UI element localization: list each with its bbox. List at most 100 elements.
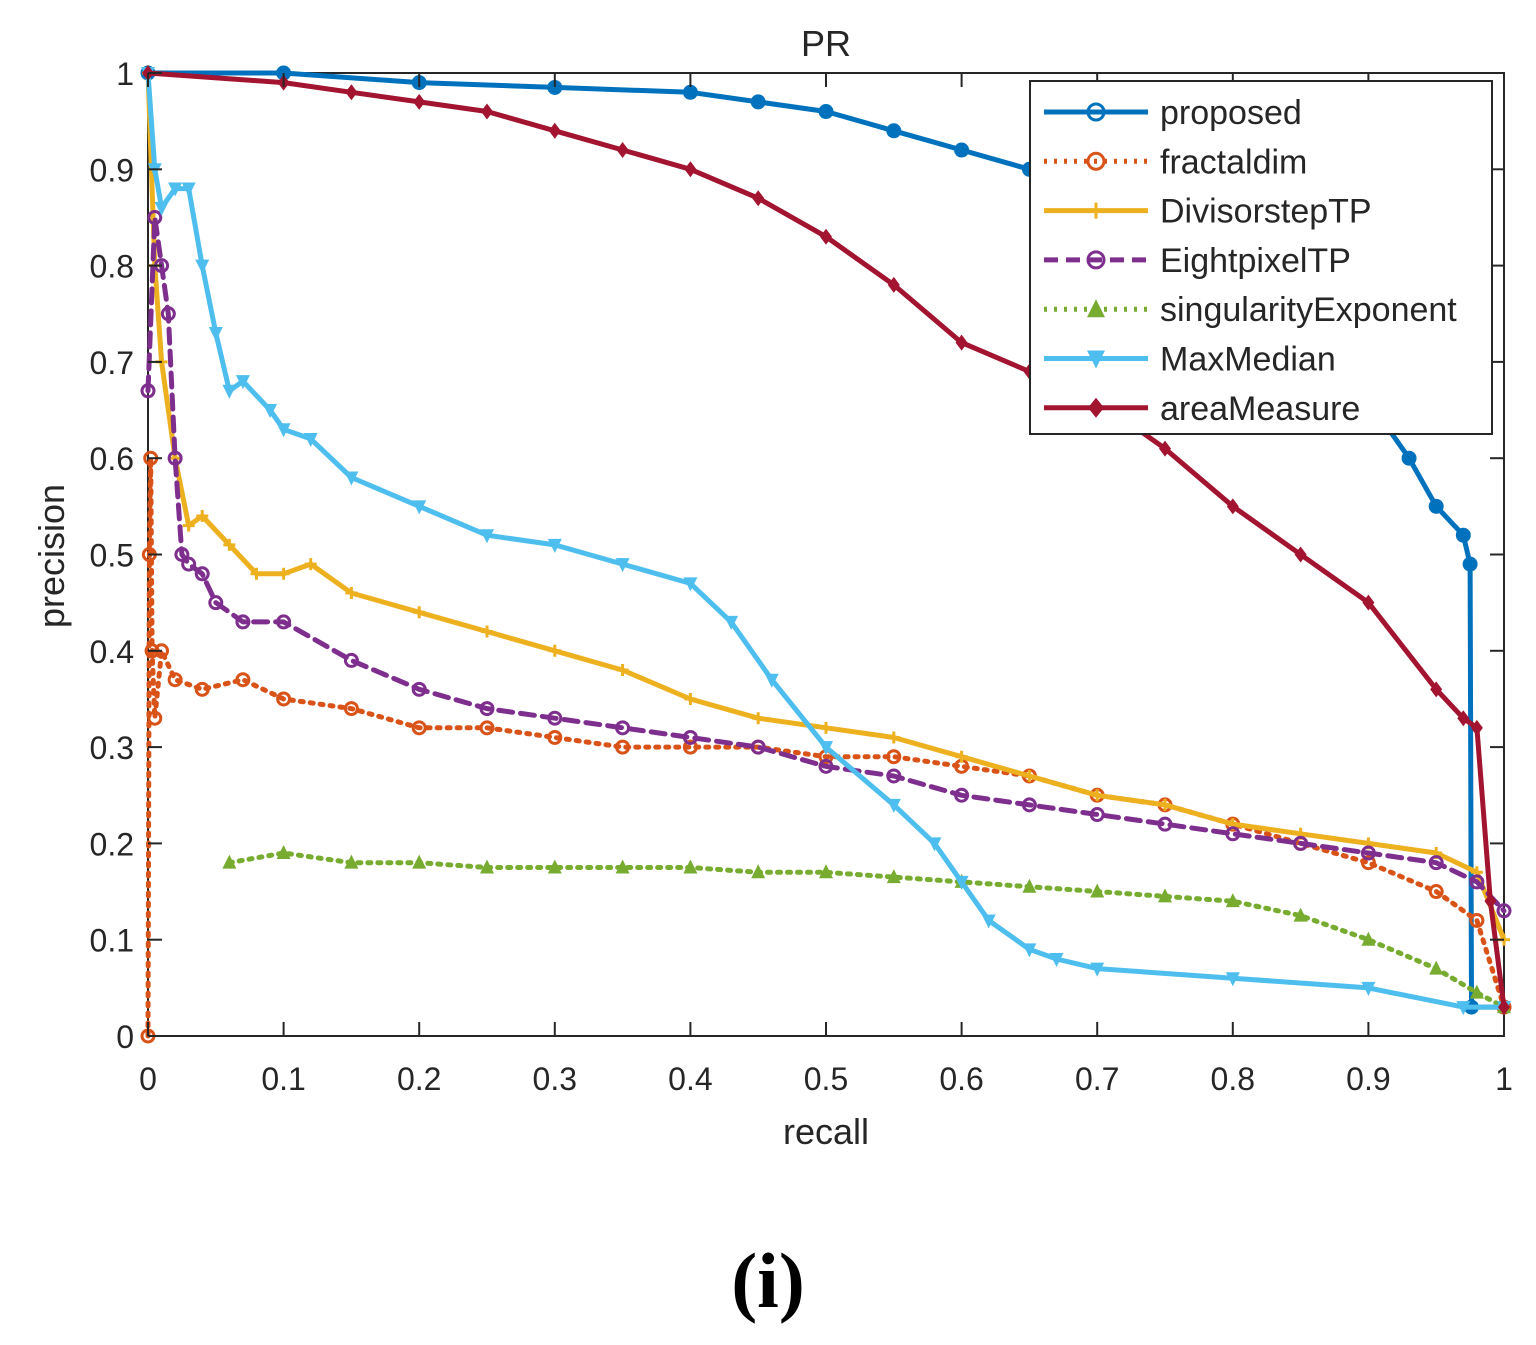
areaMeasure-marker bbox=[1294, 546, 1307, 563]
legend: proposed fractaldim DivisorstepTP Eightpixe… bbox=[1029, 80, 1493, 435]
legend-label: EightpixelTP bbox=[1160, 242, 1351, 280]
y-tick-label: 0 bbox=[116, 1019, 134, 1055]
x-tick-label: 0.9 bbox=[1346, 1061, 1390, 1097]
legend-label: MaxMedian bbox=[1160, 341, 1336, 379]
series-MaxMedian bbox=[141, 67, 1511, 1016]
fractaldim-marker bbox=[1360, 855, 1376, 871]
legend-label: singularityExponent bbox=[1160, 291, 1457, 329]
legend-EightpixelTP-marker bbox=[1086, 250, 1106, 270]
legend-item-fractaldim: fractaldim bbox=[1044, 143, 1307, 181]
legend-label: areaMeasure bbox=[1160, 390, 1360, 428]
EightpixelTP-marker bbox=[479, 701, 495, 717]
singularityExponent-marker bbox=[1225, 893, 1240, 908]
EightpixelTP-marker bbox=[147, 209, 163, 225]
fractaldim-marker bbox=[194, 681, 210, 697]
MaxMedian-marker bbox=[1225, 972, 1240, 987]
MaxMedian-marker bbox=[1090, 962, 1105, 977]
MaxMedian-marker bbox=[764, 673, 779, 688]
proposed-marker bbox=[682, 84, 698, 100]
DivisorstepTP-marker bbox=[223, 538, 236, 551]
proposed-marker bbox=[750, 94, 766, 110]
MaxMedian-marker bbox=[344, 471, 359, 486]
x-tick-label: 0.2 bbox=[397, 1061, 441, 1097]
x-tick-label: 0.3 bbox=[533, 1061, 577, 1097]
legend-label: fractaldim bbox=[1160, 143, 1307, 181]
legend-item-singularityExponent: singularityExponent bbox=[1044, 291, 1457, 329]
series-singularityExponent bbox=[222, 845, 1511, 1014]
proposed-marker bbox=[1428, 498, 1444, 514]
series-DivisorstepTP bbox=[142, 67, 1510, 946]
figure-caption: (i) bbox=[731, 1237, 805, 1324]
MaxMedian-marker bbox=[724, 615, 739, 630]
DivisorstepTP-marker bbox=[820, 721, 832, 734]
EightpixelTP-marker bbox=[1496, 903, 1512, 919]
singularityExponent-marker bbox=[683, 859, 698, 874]
DivisorstepTP-marker bbox=[413, 606, 426, 619]
MaxMedian-marker bbox=[954, 875, 969, 890]
series-fractaldim bbox=[140, 450, 1512, 1044]
DivisorstepTP-marker bbox=[684, 692, 697, 705]
MaxMedian-marker bbox=[1022, 943, 1037, 958]
MaxMedian-marker bbox=[480, 529, 494, 544]
EightpixelTP-line bbox=[145, 215, 1507, 914]
ticks-layer: 0 0.1 0.2 0.3 0.4 0.5 0.6 0.7 0.8 0.9 1 0 0.1 0.2 0.3 0… bbox=[90, 56, 1513, 1097]
areaMeasure-marker bbox=[1226, 498, 1239, 515]
areaMeasure-marker bbox=[1484, 893, 1497, 910]
DivisorstepTP-marker bbox=[196, 509, 209, 522]
legend-item-EightpixelTP: EightpixelTP bbox=[1044, 242, 1351, 280]
EightpixelTP-marker bbox=[954, 787, 970, 803]
y-tick-label: 0.5 bbox=[90, 538, 134, 574]
series-areaMeasure bbox=[142, 65, 1510, 1016]
EightpixelTP-marker bbox=[750, 739, 766, 755]
EightpixelTP-marker bbox=[1360, 845, 1376, 861]
EightpixelTP-marker bbox=[160, 306, 176, 322]
y-tick-label: 0.3 bbox=[90, 730, 134, 766]
fractaldim-marker bbox=[235, 672, 251, 688]
MaxMedian-marker bbox=[981, 914, 996, 929]
EightpixelTP-marker bbox=[1089, 807, 1105, 823]
singularityExponent-marker bbox=[1293, 907, 1308, 922]
singularityExponent-marker bbox=[1090, 883, 1105, 898]
DivisorstepTP-marker bbox=[481, 625, 493, 638]
y-tick-label: 0.4 bbox=[90, 634, 134, 670]
proposed-marker bbox=[818, 104, 834, 120]
fractaldim-marker bbox=[479, 720, 495, 736]
DivisorstepTP-marker bbox=[955, 750, 968, 763]
series-EightpixelTP bbox=[140, 209, 1512, 919]
EightpixelTP-marker bbox=[194, 566, 210, 582]
DivisorstepTP-marker bbox=[250, 567, 263, 580]
legend-label: DivisorstepTP bbox=[1160, 193, 1372, 231]
x-tick-label: 0.8 bbox=[1211, 1061, 1255, 1097]
legend-item-MaxMedian: MaxMedian bbox=[1044, 341, 1336, 379]
areaMeasure-marker bbox=[413, 93, 426, 110]
fractaldim-marker bbox=[682, 739, 698, 755]
legend-item-areaMeasure: areaMeasure bbox=[1044, 390, 1360, 428]
y-tick-label: 0.6 bbox=[90, 441, 134, 477]
singularityExponent-marker bbox=[344, 854, 359, 869]
EightpixelTP-marker bbox=[886, 768, 902, 784]
EightpixelTP-marker bbox=[343, 652, 359, 668]
DivisorstepTP-marker bbox=[752, 712, 765, 725]
fractaldim-marker bbox=[167, 672, 183, 688]
MaxMedian-marker bbox=[886, 798, 901, 813]
MaxMedian-marker bbox=[181, 182, 196, 197]
x-tick-label: 0.7 bbox=[1075, 1061, 1119, 1097]
legend-DivisorstepTP-marker bbox=[1088, 202, 1104, 219]
DivisorstepTP-marker bbox=[304, 558, 317, 571]
MaxMedian-marker bbox=[547, 538, 562, 553]
MaxMedian-marker bbox=[154, 201, 169, 216]
proposed-marker bbox=[1401, 450, 1417, 466]
y-tick-label: 0.9 bbox=[90, 152, 134, 188]
singularityExponent-marker bbox=[412, 854, 427, 869]
singularityExponent-line bbox=[226, 850, 1507, 1010]
areaMeasure-marker bbox=[616, 142, 629, 159]
EightpixelTP-marker bbox=[235, 614, 251, 630]
MaxMedian-marker bbox=[412, 500, 427, 515]
y-tick-label: 0.7 bbox=[90, 345, 134, 381]
DivisorstepTP-marker bbox=[345, 587, 358, 600]
singularityExponent-marker bbox=[751, 864, 766, 879]
fractaldim-marker bbox=[147, 710, 163, 726]
x-tick-label: 0.6 bbox=[939, 1061, 983, 1097]
legend-item-proposed: proposed bbox=[1044, 94, 1302, 132]
EightpixelTP-marker bbox=[276, 614, 292, 630]
